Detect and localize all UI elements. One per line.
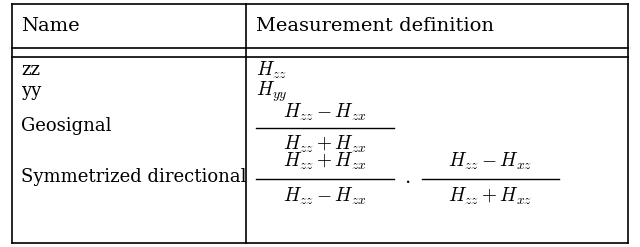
- Text: Measurement definition: Measurement definition: [256, 17, 494, 35]
- Text: Name: Name: [21, 17, 80, 35]
- Text: $H_{zz} + H_{xz}$: $H_{zz} + H_{xz}$: [449, 186, 532, 207]
- Text: $\cdot$: $\cdot$: [404, 169, 411, 189]
- Text: $H_{zz} - H_{zx}$: $H_{zz} - H_{zx}$: [283, 186, 367, 207]
- Text: yy: yy: [21, 82, 42, 100]
- Text: $H_{yy}$: $H_{yy}$: [256, 79, 287, 104]
- Text: $H_{zz} - H_{zx}$: $H_{zz} - H_{zx}$: [283, 102, 367, 123]
- Text: Geosignal: Geosignal: [21, 117, 111, 135]
- Text: zz: zz: [21, 62, 40, 79]
- Text: $H_{zz} - H_{xz}$: $H_{zz} - H_{xz}$: [449, 151, 532, 172]
- Text: $H_{zz}$: $H_{zz}$: [256, 60, 287, 81]
- Text: $H_{zz} + H_{zx}$: $H_{zz} + H_{zx}$: [283, 151, 367, 172]
- Text: Symmetrized directional: Symmetrized directional: [21, 168, 246, 185]
- Text: $H_{zz} + H_{zx}$: $H_{zz} + H_{zx}$: [283, 134, 367, 155]
